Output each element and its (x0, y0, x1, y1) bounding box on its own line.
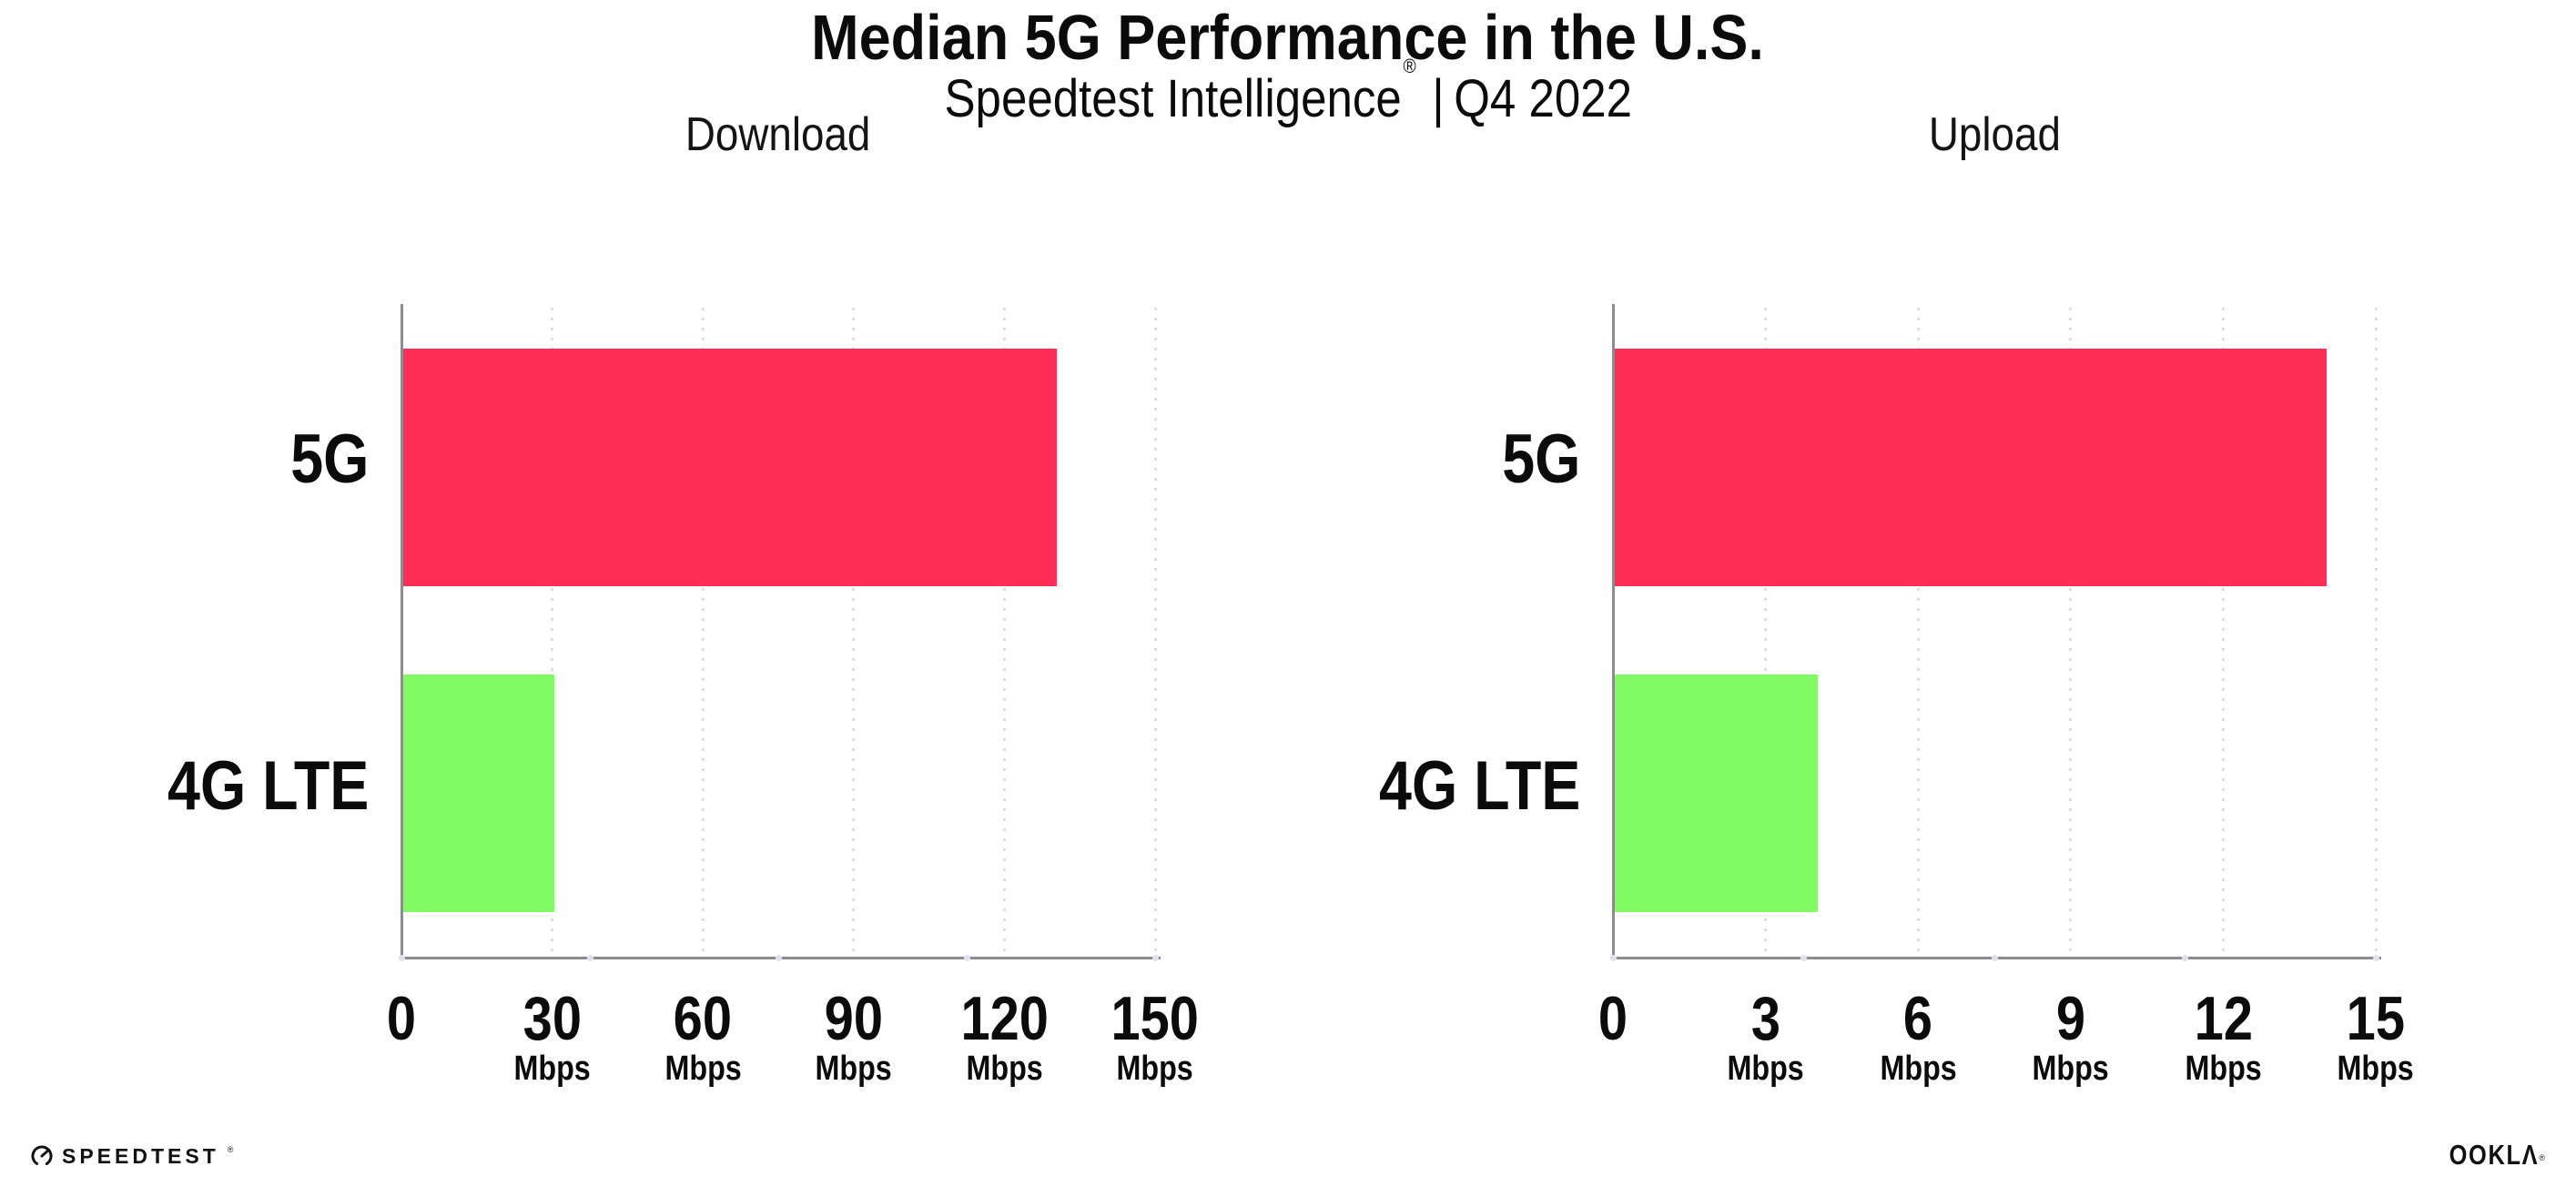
gridline-6 (1916, 304, 1920, 955)
download-y-axis (401, 304, 403, 959)
download-tick-label-30: 30 (522, 984, 582, 1053)
gridline-90 (852, 304, 856, 955)
upload-tick-label-6: 6 (1903, 984, 1933, 1053)
download-axis-dot (1151, 955, 1159, 961)
upload-tick-label-3: 3 (1750, 984, 1780, 1053)
upload-tick-unit-12: Mbps (2185, 1050, 2262, 1088)
download-tick-label-60: 60 (674, 984, 733, 1053)
upload-axis-dot (2182, 955, 2188, 961)
download-tick-label-150: 150 (1111, 984, 1200, 1053)
download-tick-unit-30: Mbps (513, 1050, 591, 1088)
page-title: Median 5G Performance in the U.S. (0, 5, 2576, 69)
download-tick-unit-150: Mbps (1116, 1050, 1194, 1088)
page-title-text: Median 5G Performance in the U.S. (811, 2, 1765, 73)
speedtest-logo: SPEEDTEST ® (30, 1141, 233, 1171)
download-tick-label-120: 120 (960, 984, 1049, 1053)
upload-tick-label-0: 0 (1597, 984, 1628, 1053)
gridline-60 (701, 304, 705, 955)
upload-axis-dot (1800, 955, 1807, 961)
gridline-30 (551, 304, 554, 955)
download-axis-dot (963, 955, 970, 961)
download-axis-dot (775, 955, 782, 961)
upload-tick-unit-15: Mbps (2337, 1050, 2415, 1088)
download-axis-dot (398, 955, 405, 961)
upload-axis-dot (2372, 955, 2379, 961)
gridline-3 (1764, 304, 1768, 955)
upload-tick-unit-9: Mbps (2032, 1050, 2109, 1088)
upload-tick-label-9: 9 (2055, 984, 2085, 1053)
download-category-label-4g-lte: 4G LTE (167, 746, 369, 825)
upload-bar-4g-lte (1615, 675, 1819, 913)
subtitle-separator: | (1432, 69, 1445, 128)
upload-tick-unit-6: Mbps (1880, 1050, 1957, 1088)
registered-trademark-icon: ® (1403, 54, 1416, 77)
speedtest-wordmark: SPEEDTEST (62, 1143, 219, 1168)
download-x-axis (399, 957, 1161, 959)
page-subtitle: Speedtest Intelligence® | Q4 2022 (0, 56, 2576, 126)
download-axis-dot (586, 955, 593, 961)
speedtest-registered-icon: ® (227, 1144, 234, 1154)
gridline-15 (2374, 304, 2378, 955)
download-tick-unit-120: Mbps (966, 1050, 1043, 1088)
upload-tick-label-12: 12 (2194, 984, 2253, 1053)
upload-bar-5g (1615, 348, 2328, 586)
gridline-120 (1002, 304, 1006, 955)
ookla-registered-icon: ® (2539, 1153, 2545, 1162)
upload-category-label-4g-lte: 4G LTE (1378, 746, 1580, 825)
speedtest-gauge-icon (31, 1145, 53, 1167)
download-tick-unit-90: Mbps (815, 1050, 892, 1088)
ookla-wordmark: OOKLΛ (2449, 1139, 2540, 1171)
gridline-9 (2069, 304, 2073, 955)
upload-y-axis (1612, 304, 1615, 959)
download-tick-unit-60: Mbps (664, 1050, 742, 1088)
upload-tick-unit-3: Mbps (1727, 1050, 1804, 1088)
download-tick-label-0: 0 (386, 984, 417, 1053)
upload-axis-dot (1991, 955, 1998, 961)
download-bar-5g (403, 348, 1057, 586)
upload-tick-label-15: 15 (2346, 984, 2406, 1053)
upload-axis-dot (1609, 955, 1617, 961)
gridline-12 (2221, 304, 2225, 955)
upload-category-label-5g: 5G (1501, 421, 1580, 499)
gridline-150 (1153, 304, 1157, 955)
ookla-logo: OOKLΛ ® (2429, 1140, 2545, 1169)
download-tick-label-90: 90 (824, 984, 883, 1053)
download-category-label-5g: 5G (289, 421, 369, 499)
subtitle-product: Speedtest Intelligence (944, 69, 1402, 128)
subtitle-period: Q4 2022 (1453, 69, 1632, 128)
upload-x-axis (1610, 957, 2381, 959)
download-bar-4g-lte (403, 675, 554, 913)
